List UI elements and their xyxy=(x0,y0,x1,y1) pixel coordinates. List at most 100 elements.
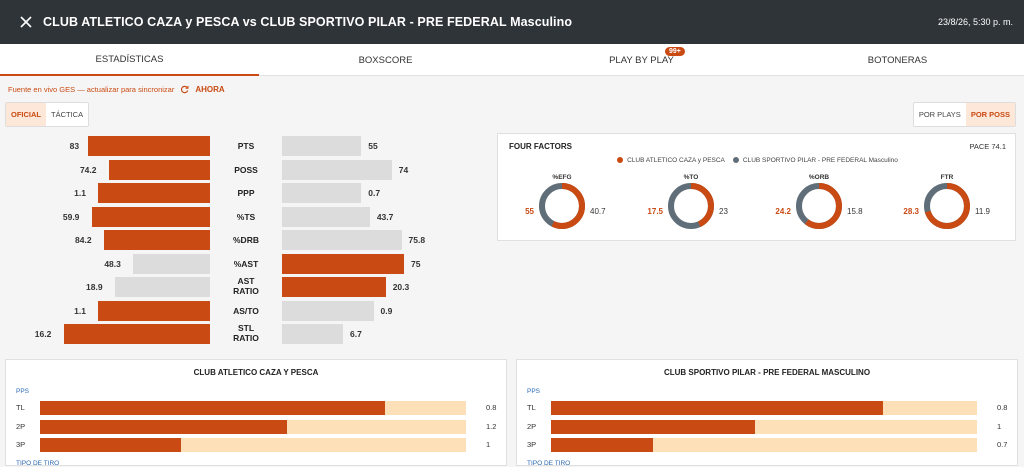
toggle-por-poss[interactable]: POR POSS xyxy=(965,103,1015,126)
away-bar xyxy=(282,300,374,321)
pps-row: 3P 0.7 xyxy=(517,438,1017,452)
panel-title: CLUB ATLETICO CAZA Y PESCA xyxy=(193,368,319,377)
mode-toggle: POR PLAYS POR POSS xyxy=(912,102,1016,127)
pps-fill xyxy=(40,401,386,415)
pps-track xyxy=(551,419,977,434)
pps-fill xyxy=(40,438,181,452)
shot-type-label: 3P xyxy=(527,440,537,449)
home-bar xyxy=(97,183,210,203)
home-bar xyxy=(103,230,210,250)
four-factors-legend: CLUB ATLETICO CAZA y PESCA CLUB SPORTIVO… xyxy=(498,157,1017,164)
pps-row: 2P 1.2 xyxy=(6,419,506,434)
donut-home-arc xyxy=(539,183,585,229)
factor-home-value: 28.3 xyxy=(903,207,919,216)
shot-type-label: 2P xyxy=(527,421,537,431)
home-bar xyxy=(63,324,210,344)
pps-fill xyxy=(551,419,756,434)
pps-track xyxy=(40,401,466,415)
home-bar xyxy=(108,159,210,180)
metric-label: %TS xyxy=(236,211,256,222)
pps-fill xyxy=(40,419,288,434)
sync-now-button[interactable]: AHORA xyxy=(195,85,225,94)
pps-track xyxy=(40,419,466,434)
pps-value: 0.8 xyxy=(997,403,1008,412)
factor-away-value: 40.7 xyxy=(590,207,606,216)
comparison-row: 84.2 %DRB 75.8 xyxy=(0,230,480,250)
away-value: 55 xyxy=(368,141,378,151)
comparison-row: 83 PTS 55 xyxy=(0,136,480,156)
factor-away-value: 23 xyxy=(719,207,728,216)
pace-value: PACE 74.1 xyxy=(969,142,1006,151)
metric-label: PPP xyxy=(237,188,255,198)
toggle-oficial[interactable]: OFICIAL xyxy=(6,103,46,126)
factor-label: %TO xyxy=(683,174,699,181)
home-bar xyxy=(97,300,210,321)
pps-value: 1 xyxy=(997,421,1002,431)
donut-chart xyxy=(924,183,970,229)
factor-label: %EFG xyxy=(552,174,572,181)
comparison-row: 48.3 %AST 75 xyxy=(0,253,480,274)
toggle-por-plays[interactable]: POR PLAYS xyxy=(918,110,961,119)
shot-type-label: 2P xyxy=(16,421,26,431)
tab-estadisticas[interactable]: ESTADÍSTICAS xyxy=(0,44,259,76)
pps-value: 1.2 xyxy=(486,421,497,431)
notification-badge: 99+ xyxy=(665,47,685,56)
legend-away: CLUB SPORTIVO PILAR - PRE FEDERAL Mascul… xyxy=(732,157,898,164)
refresh-icon[interactable] xyxy=(180,85,189,94)
factor-home-value: 17.5 xyxy=(647,207,663,216)
pps-value: 0.8 xyxy=(486,403,497,412)
comparison-row: 74.2 POSS 74 xyxy=(0,159,480,180)
home-value: 59.9 xyxy=(62,211,80,222)
tab-bar: ESTADÍSTICAS BOXSCORE PLAY BY PLAY 99+ BO… xyxy=(0,44,1024,76)
factor-label: FTR xyxy=(940,174,954,181)
comparison-row: 18.9 AST RATIO 20.3 xyxy=(0,276,480,297)
pps-row: TL 0.8 xyxy=(517,401,1017,415)
away-value: 43.7 xyxy=(376,211,394,222)
top-bar: CLUB ATLETICO CAZA y PESCA vs CLUB SPORT… xyxy=(0,0,1024,44)
pps-row: 3P 1 xyxy=(6,438,506,452)
comparison-row: 16.2 STL RATIO 6.7 xyxy=(0,323,480,344)
toggle-tactica[interactable]: TÁCTICA xyxy=(51,110,84,119)
away-bar xyxy=(282,230,402,250)
home-bar xyxy=(133,253,210,274)
match-datetime: 23/8/26, 5:30 p. m. xyxy=(937,17,1013,27)
metric-label: %DRB xyxy=(233,235,259,245)
home-bar xyxy=(91,206,210,227)
away-value: 75.8 xyxy=(408,235,426,245)
away-value: 74 xyxy=(398,164,409,175)
tab-boxscore[interactable]: BOXSCORE xyxy=(358,54,413,66)
away-bar xyxy=(282,277,386,297)
factor-home-value: 55 xyxy=(525,207,534,216)
tab-play-by-play[interactable]: PLAY BY PLAY 99+ xyxy=(512,44,771,76)
close-icon[interactable] xyxy=(19,15,33,29)
away-bar xyxy=(282,159,392,180)
pps-fill xyxy=(551,438,654,452)
home-value: 1.1 xyxy=(74,305,86,316)
shot-type-label: TL xyxy=(16,403,25,412)
pps-track xyxy=(551,401,977,415)
metric-label: AS/TO xyxy=(233,305,259,316)
home-value: 18.9 xyxy=(86,282,103,292)
home-value: 16.2 xyxy=(34,329,52,339)
factor-away-value: 11.9 xyxy=(975,207,990,216)
four-factor-donut: %ORB 24.2 15.8 xyxy=(769,174,869,236)
home-value: 48.3 xyxy=(104,258,121,269)
pps-fill xyxy=(551,401,884,415)
tab-botoneras[interactable]: BOTONERAS xyxy=(867,54,928,66)
metric-label: %AST xyxy=(233,258,259,269)
comparison-row: 59.9 %TS 43.7 xyxy=(0,206,480,227)
comparison-row: 1.1 PPP 0.7 xyxy=(0,183,480,203)
four-factors-card: FOUR FACTORS PACE 74.1 CLUB ATLETICO CAZ… xyxy=(497,133,1016,241)
live-source-bar: Fuente en vivo GES — actualizar para sin… xyxy=(8,85,225,94)
pps-value: 0.7 xyxy=(997,440,1008,449)
four-factors-title: FOUR FACTORS xyxy=(509,142,572,151)
panel-title: CLUB SPORTIVO PILAR - PRE FEDERAL MASCUL… xyxy=(663,368,871,377)
shot-type-label: TL xyxy=(527,403,536,412)
away-bar xyxy=(282,324,343,344)
donut-chart xyxy=(668,183,714,229)
home-bar xyxy=(88,136,210,156)
shot-type-label: 3P xyxy=(16,440,26,449)
away-bar xyxy=(282,136,362,156)
donut-home-arc xyxy=(796,183,842,229)
away-value: 75 xyxy=(411,258,421,269)
